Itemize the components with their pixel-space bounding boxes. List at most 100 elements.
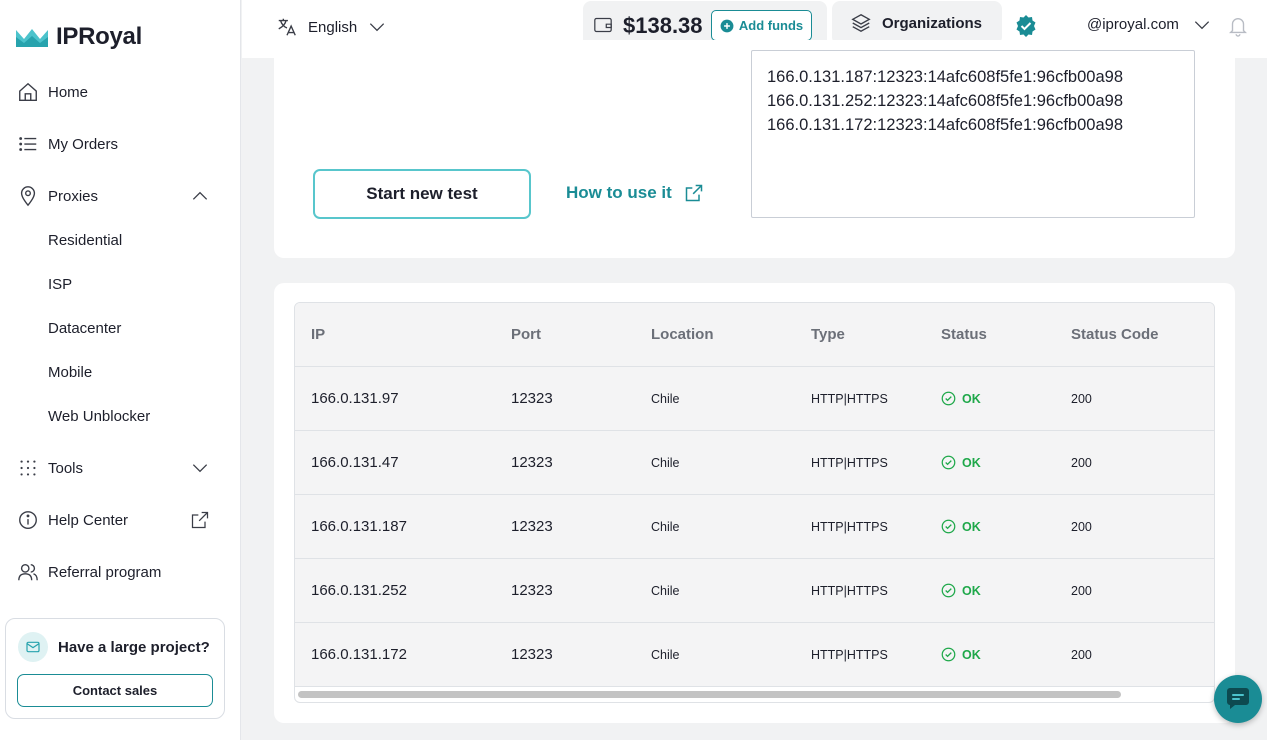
bell-icon[interactable] [1227,14,1249,38]
layers-icon [851,13,871,33]
cell-status-code: 200 [1071,456,1092,470]
users-icon [16,560,40,584]
cell-ip: 166.0.131.172 [311,646,407,663]
table-row: 166.0.131.47 12323 Chile HTTP|HTTPS OK 2… [295,431,1214,495]
user-email[interactable]: @iproyal.com [1087,16,1179,33]
status-text: OK [962,647,981,662]
table-row: 166.0.131.97 12323 Chile HTTP|HTTPS OK 2… [295,367,1214,431]
cell-location: Chile [651,456,680,470]
check-circle-icon [941,455,956,470]
cell-status-code: 200 [1071,520,1092,534]
chevron-down-icon[interactable] [188,456,212,480]
column-header-type: Type [811,326,845,343]
proxy-line: 166.0.131.172:12323:14afc608f5fe1:96cfb0… [767,116,1123,134]
sidebar-subitem-web-unblocker[interactable]: Web Unblocker [48,407,151,425]
sidebar-subitem-datacenter[interactable]: Datacenter [48,319,122,337]
home-icon [16,80,40,104]
proxy-line: 166.0.131.187:12323:14afc608f5fe1:96cfb0… [767,68,1123,86]
sidebar-item-label: My Orders [48,135,119,153]
sidebar-item-referral-program[interactable]: Referral program [16,554,212,590]
sidebar-item-tools[interactable]: Tools [16,450,212,486]
cell-port: 12323 [511,646,553,663]
external-link-icon [188,508,212,532]
logo[interactable]: IPRoyal [16,22,142,52]
results-table: IP Port Location Type Status Status Code… [294,302,1215,703]
results-card: IP Port Location Type Status Status Code… [274,283,1235,723]
promo-card: Have a large project? Contact sales [5,618,225,719]
proxy-tester-card: Start new test How to use it 166.0.131.1… [274,40,1235,258]
proxy-list-textarea[interactable]: 166.0.131.187:12323:14afc608f5fe1:96cfb0… [751,50,1195,218]
plus-circle-icon [720,19,734,32]
add-funds-label: Add funds [738,18,804,33]
cell-status: OK [941,647,981,662]
chevron-down-icon [370,23,385,32]
sidebar-item-my-orders[interactable]: My Orders [16,126,212,162]
verified-badge-icon [1016,15,1036,37]
cell-status: OK [941,583,981,598]
mail-icon [18,632,48,662]
cell-status-code: 200 [1071,648,1092,662]
external-link-icon [685,184,703,202]
proxy-line: 166.0.131.252:12323:14afc608f5fe1:96cfb0… [767,92,1123,110]
language-selector[interactable]: English [276,14,387,40]
column-header-status: Status [941,326,987,343]
sidebar-subitem-residential[interactable]: Residential [48,231,123,249]
how-to-use-link[interactable]: How to use it [566,183,704,203]
info-icon [16,508,40,532]
sidebar-item-label: Help Center [48,511,129,529]
chat-widget-button[interactable] [1214,675,1262,723]
column-header-ip: IP [311,326,326,343]
start-new-test-button[interactable]: Start new test [313,169,531,219]
horizontal-scrollbar[interactable] [298,691,1121,698]
sidebar-item-help-center[interactable]: Help Center [16,502,212,538]
check-circle-icon [941,647,956,662]
cell-location: Chile [651,520,680,534]
cell-port: 12323 [511,582,553,599]
cell-port: 12323 [511,390,553,407]
table-row: 166.0.131.252 12323 Chile HTTP|HTTPS OK … [295,559,1214,623]
sidebar-item-label: Proxies [48,187,99,205]
how-to-use-label: How to use it [566,183,672,202]
column-header-port: Port [511,326,541,343]
cell-ip: 166.0.131.97 [311,390,399,407]
cell-type: HTTP|HTTPS [811,520,888,534]
cell-status-code: 200 [1071,584,1092,598]
sidebar-subitem-mobile[interactable]: Mobile [48,363,93,381]
cell-location: Chile [651,392,680,406]
chat-bubble-icon [1227,688,1249,709]
sidebar-item-home[interactable]: Home [16,74,212,110]
column-header-location: Location [651,326,714,343]
status-text: OK [962,391,981,406]
brand-name: IPRoyal [56,23,142,50]
check-circle-icon [941,519,956,534]
status-text: OK [962,455,981,470]
sidebar: IPRoyal Home My Orders Proxies Residenti… [0,0,241,740]
status-text: OK [962,519,981,534]
status-text: OK [962,583,981,598]
cell-port: 12323 [511,518,553,535]
cell-type: HTTP|HTTPS [811,456,888,470]
sidebar-item-proxies[interactable]: Proxies [16,178,212,214]
sidebar-item-label: Home [48,83,89,101]
table-row: 166.0.131.187 12323 Chile HTTP|HTTPS OK … [295,495,1214,559]
cell-status: OK [941,519,981,534]
add-funds-button[interactable]: Add funds [711,10,812,41]
organizations-button[interactable]: Organizations [832,1,1002,45]
sidebar-item-label: Tools [48,459,84,477]
location-pin-icon [16,184,40,208]
grid-dots-icon [16,456,40,480]
promo-title: Have a large project? [58,638,210,656]
cell-ip: 166.0.131.47 [311,454,399,471]
chevron-down-icon[interactable] [1192,15,1212,35]
list-icon [16,132,40,156]
cell-status-code: 200 [1071,392,1092,406]
sidebar-subitem-isp[interactable]: ISP [48,275,73,293]
crown-logo-icon [16,29,48,47]
cell-status: OK [941,391,981,406]
cell-type: HTTP|HTTPS [811,392,888,406]
chevron-up-icon[interactable] [188,184,212,208]
check-circle-icon [941,583,956,598]
cell-location: Chile [651,648,680,662]
cell-port: 12323 [511,454,553,471]
contact-sales-button[interactable]: Contact sales [17,674,213,707]
